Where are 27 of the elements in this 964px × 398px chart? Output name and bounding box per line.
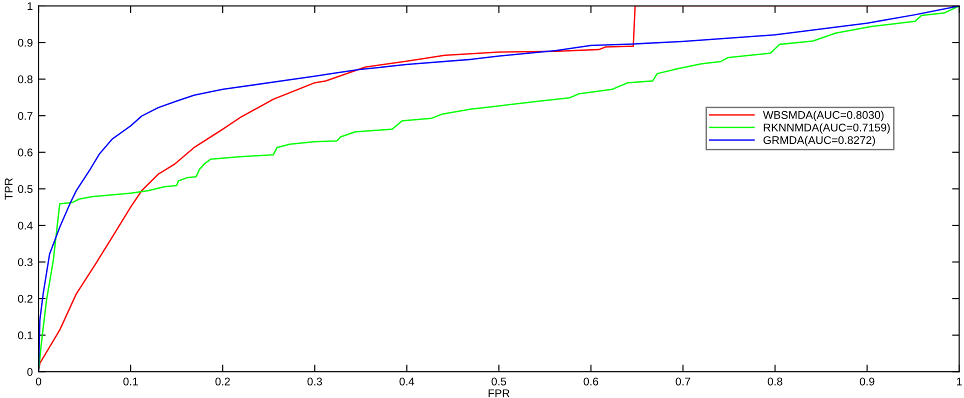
x-tick-label: 0.3 bbox=[307, 378, 322, 386]
y-tick-label: 0.6 bbox=[18, 148, 33, 156]
x-tick-label: 1 bbox=[956, 378, 962, 386]
x-tick-label: 0 bbox=[36, 378, 42, 386]
y-tick-label: 0.1 bbox=[18, 331, 32, 340]
y-tick-label: 1 bbox=[28, 2, 32, 10]
y-tick-label: 0.5 bbox=[18, 185, 33, 193]
y-axis-title: TPR bbox=[4, 178, 12, 200]
y-tick-label: 0.4 bbox=[18, 222, 33, 230]
y-tick-label: 0 bbox=[27, 368, 33, 376]
x-tick-label: 0.1 bbox=[123, 378, 138, 386]
y-tick-label: 0.7 bbox=[18, 112, 32, 120]
x-tick-label: 0.9 bbox=[860, 378, 874, 386]
x-tick-label: 0.4 bbox=[400, 378, 414, 386]
y-tick-label: 0.8 bbox=[18, 75, 33, 84]
legend-label: GRMDA(AUC=0.8272) bbox=[764, 136, 875, 146]
x-axis-title: FPR bbox=[488, 389, 510, 398]
y-tick-label: 0.9 bbox=[18, 38, 32, 47]
legend-label: RKNNMDA(AUC=0.7159) bbox=[764, 123, 890, 134]
x-tick-label: 0.2 bbox=[215, 378, 230, 386]
x-tick-label: 0.5 bbox=[492, 378, 506, 386]
y-tick-label: 0.3 bbox=[18, 258, 33, 266]
y-tick-label: 0.2 bbox=[18, 294, 32, 303]
x-tick-label: 0.7 bbox=[676, 378, 690, 386]
x-tick-label: 0.8 bbox=[768, 378, 782, 386]
legend-label: WBSMDA(AUC=0.8030) bbox=[762, 110, 884, 122]
x-tick-label: 0.6 bbox=[584, 378, 598, 386]
